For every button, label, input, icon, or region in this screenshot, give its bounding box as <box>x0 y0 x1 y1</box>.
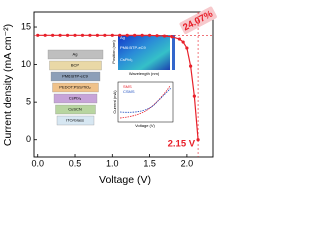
point <box>65 33 70 37</box>
x-tick-label: 0.5 <box>69 158 82 168</box>
dark-y-label: Current (mA) <box>112 90 117 114</box>
stack-label: BCP <box>71 63 80 68</box>
stack-layer <box>47 49 104 60</box>
chart: Voltage (V) Current density (mA cm⁻²) Ag… <box>2 6 217 186</box>
dark-legend: CSMS <box>123 89 135 94</box>
heatmap-layer: PM6:BTP-eC9 <box>120 45 147 50</box>
point <box>95 33 99 37</box>
point <box>110 33 114 37</box>
stack-layer <box>50 71 101 82</box>
dark-inset: SMS CSMS Voltage (V) Current (mA) <box>112 81 174 128</box>
stack-layer <box>53 93 98 104</box>
heatmap <box>118 35 170 70</box>
dark-frame <box>117 81 174 123</box>
point <box>181 40 185 44</box>
heatmap-x-label: Wavelength (nm) <box>129 71 160 76</box>
point <box>58 33 62 37</box>
stack-label: Ag <box>73 52 78 57</box>
plot-frame <box>33 11 214 158</box>
point <box>177 37 182 41</box>
y-tick-label: 15 <box>21 21 31 31</box>
x-tick-label: 1.0 <box>106 158 119 168</box>
heatmap-inset: Wavelength (nm) Position (nm) Ag PM6:BTP… <box>111 35 175 76</box>
point <box>51 33 55 37</box>
dark-curve <box>119 85 171 119</box>
heatmap-layer: CsPbI₃ <box>120 57 133 62</box>
voc-label: 2.15 V <box>168 139 196 150</box>
point <box>162 34 167 38</box>
point <box>36 33 40 37</box>
point <box>80 33 85 37</box>
y-axis-label: Current density (mA cm⁻²) <box>2 24 14 146</box>
point <box>140 33 144 37</box>
dark-x-label: Voltage (V) <box>135 123 155 128</box>
x-tick-label: 1.5 <box>143 158 156 168</box>
point <box>73 33 77 37</box>
point <box>133 33 137 37</box>
x-axis-label: Voltage (V) <box>99 174 151 186</box>
stack-label: PM6:BTP-eC9 <box>62 74 89 79</box>
heatmap-layer: Ag <box>120 35 125 40</box>
y-tick-label: 10 <box>21 59 31 69</box>
stack-label: CuSCN <box>68 107 82 112</box>
point <box>88 33 92 37</box>
y-tick-label: 0 <box>26 134 31 144</box>
point <box>118 33 122 37</box>
point <box>192 94 196 98</box>
stack-inset: Ag BCP PM6:BTP-eC9 PEDOT:PSS/TiO₂ CsPbI₃ CuSC… <box>47 49 104 126</box>
point <box>185 46 189 50</box>
point <box>148 33 152 37</box>
point <box>189 64 193 68</box>
point <box>155 34 159 38</box>
point <box>196 138 200 142</box>
stack-label: CsPbI₃ <box>69 96 82 101</box>
point <box>103 33 107 37</box>
stack-layer <box>49 60 102 71</box>
point <box>170 35 174 39</box>
point <box>125 33 129 37</box>
x-tick-label: 2.0 <box>181 158 194 168</box>
stack-label: ITO/Glass <box>66 118 84 123</box>
stack-layer <box>52 82 99 93</box>
dark-curve <box>119 87 172 113</box>
stack-layer <box>56 115 95 126</box>
y-tick-label: 5 <box>26 97 31 107</box>
stack-label: PEDOT:PSS/TiO₂ <box>59 85 91 90</box>
colorbar <box>172 35 175 70</box>
dark-legend: SMS <box>123 84 132 89</box>
stack-layer <box>55 104 96 115</box>
x-tick-label: 0.0 <box>31 158 44 168</box>
point <box>43 33 47 37</box>
heatmap-y-label: Position (nm) <box>111 40 116 64</box>
